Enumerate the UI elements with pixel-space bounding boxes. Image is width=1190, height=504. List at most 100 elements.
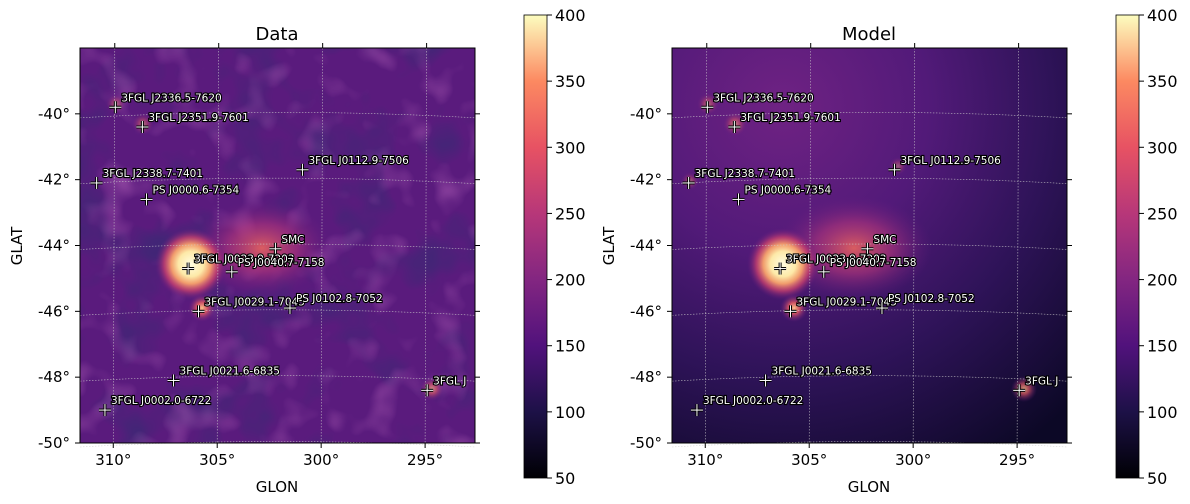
source-marker bbox=[296, 163, 309, 176]
source-label: SMC bbox=[281, 234, 304, 246]
grid-line-lat bbox=[671, 309, 1068, 316]
colorbar-tick-label: 150 bbox=[555, 337, 586, 356]
colorbar-tick-label: 50 bbox=[555, 469, 575, 488]
source-marker bbox=[136, 121, 149, 133]
source-label: 3FGL J bbox=[1025, 375, 1058, 387]
grid-line-lat bbox=[79, 375, 476, 382]
source-label: 3FGL J0002.0-6722 bbox=[703, 395, 803, 407]
grid-line-lat bbox=[79, 243, 476, 250]
x-tick-label: 295° bbox=[999, 451, 1035, 469]
source-marker bbox=[690, 404, 703, 417]
x-tick-label: 310° bbox=[95, 451, 131, 469]
source-label: 3FGL J2336.5-7620 bbox=[713, 92, 813, 104]
source-marker bbox=[784, 305, 797, 318]
grid-line-lat bbox=[671, 441, 1068, 448]
grid bbox=[671, 47, 1068, 448]
source-label: 3FGL J0002.0-6722 bbox=[111, 395, 211, 407]
x-tick-label: 310° bbox=[687, 451, 723, 469]
source-label: 3FGL J0029.1-7045 bbox=[205, 296, 305, 308]
colorbar: 50 100 150 200 250 300 350 400 bbox=[1115, 6, 1178, 488]
y-tick-label: -42° bbox=[38, 171, 70, 189]
grid-line-lat bbox=[671, 112, 1068, 119]
source-label: PS J0000.6-7354 bbox=[153, 184, 240, 196]
axis-ticks: 310° 305° 300° 295° -40° -42° -44° -46° -48° -50° bbox=[630, 43, 1072, 469]
colorbar-tick-label: 200 bbox=[1147, 271, 1178, 290]
colorbar-tick-label: 200 bbox=[555, 271, 586, 290]
x-axis-label: GLON bbox=[256, 478, 298, 496]
y-tick-label: -42° bbox=[630, 171, 662, 189]
panel-title: Data bbox=[256, 24, 299, 45]
source-label: PS J0000.6-7354 bbox=[745, 184, 832, 196]
y-tick-label: -48° bbox=[630, 368, 662, 386]
source-markers: 3FGL J2336.5-7620 3FGL J2351.9-7601 3FGL J… bbox=[90, 91, 467, 417]
axis-ticks: 310° 305° 300° 295° -40° -42° -44° -46° -48° -50° bbox=[38, 43, 480, 469]
source-marker bbox=[421, 384, 434, 397]
colorbar-tick-label: 50 bbox=[1147, 469, 1167, 488]
source-marker bbox=[225, 265, 238, 278]
y-tick-label: -50° bbox=[630, 434, 662, 452]
source-label: 3FGL J0112.9-7506 bbox=[308, 155, 409, 167]
colorbar-tick-label: 400 bbox=[1147, 6, 1178, 25]
y-tick-label: -40° bbox=[630, 105, 662, 123]
source-marker bbox=[192, 305, 205, 318]
y-tick-label: -46° bbox=[630, 302, 662, 320]
source-marker bbox=[167, 374, 180, 387]
source-marker bbox=[1013, 384, 1026, 397]
source-label: 3FGL J0021.6-6835 bbox=[180, 365, 280, 377]
x-tick-label: 305° bbox=[791, 451, 827, 469]
source-label: SMC bbox=[873, 234, 896, 246]
grid-line-lat bbox=[671, 177, 1068, 184]
source-marker bbox=[701, 101, 714, 114]
source-label: 3FGL J0023.9-7203 bbox=[786, 254, 886, 266]
colorbar-tick-label: 250 bbox=[555, 204, 586, 223]
x-tick-label: 300° bbox=[303, 451, 339, 469]
source-label: 3FGL J2351.9-7601 bbox=[148, 112, 248, 124]
source-marker bbox=[109, 101, 122, 114]
source-marker bbox=[875, 302, 888, 315]
colorbar-tick-label: 150 bbox=[1147, 337, 1178, 356]
colorbar-tick-label: 250 bbox=[1147, 204, 1178, 223]
y-tick-label: -46° bbox=[38, 302, 70, 320]
panel-title: Model bbox=[842, 24, 896, 45]
source-label: PS J0102.8-7052 bbox=[888, 293, 975, 305]
source-label: 3FGL J2338.7-7401 bbox=[103, 168, 203, 180]
colorbar-scale bbox=[523, 14, 548, 479]
source-marker bbox=[728, 121, 741, 133]
colorbar-tick-label: 350 bbox=[1147, 72, 1178, 91]
source-marker bbox=[283, 302, 296, 315]
source-marker bbox=[861, 242, 874, 255]
source-marker bbox=[759, 374, 772, 387]
colorbar-scale bbox=[1115, 14, 1140, 479]
x-tick-label: 300° bbox=[895, 451, 931, 469]
colorbar: 50 100 150 200 250 300 350 400 bbox=[523, 6, 586, 488]
y-tick-label: -44° bbox=[38, 237, 70, 255]
grid-line-lat bbox=[79, 177, 476, 184]
colorbar-tick-label: 400 bbox=[555, 6, 586, 25]
source-marker bbox=[90, 176, 103, 189]
grid-line-lat bbox=[79, 309, 476, 316]
colorbar-tick-label: 300 bbox=[555, 138, 586, 157]
source-marker bbox=[888, 163, 901, 176]
x-tick-label: 295° bbox=[407, 451, 443, 469]
x-axis-label: GLON bbox=[848, 478, 890, 496]
y-tick-label: -48° bbox=[38, 368, 70, 386]
grid bbox=[79, 47, 476, 448]
colorbar-ticks: 50 100 150 200 250 300 350 400 bbox=[1139, 6, 1178, 488]
source-label: 3FGL J0023.9-7203 bbox=[194, 254, 294, 266]
x-tick-label: 305° bbox=[199, 451, 235, 469]
source-marker bbox=[817, 265, 830, 278]
bright-source-emission bbox=[155, 228, 227, 300]
colorbar-tick-label: 100 bbox=[1147, 403, 1178, 422]
grid-line-lat bbox=[79, 112, 476, 119]
y-axis-label: GLAT bbox=[600, 226, 618, 265]
source-marker bbox=[98, 404, 111, 417]
grid-line-lat bbox=[79, 441, 476, 448]
point-emission bbox=[780, 294, 808, 322]
colorbar-tick-label: 350 bbox=[555, 72, 586, 91]
bright-source-emission bbox=[747, 228, 819, 300]
colorbar-ticks: 50 100 150 200 250 300 350 400 bbox=[547, 6, 586, 488]
source-label: 3FGL J2336.5-7620 bbox=[121, 92, 221, 104]
grid-line-lat bbox=[671, 375, 1068, 382]
